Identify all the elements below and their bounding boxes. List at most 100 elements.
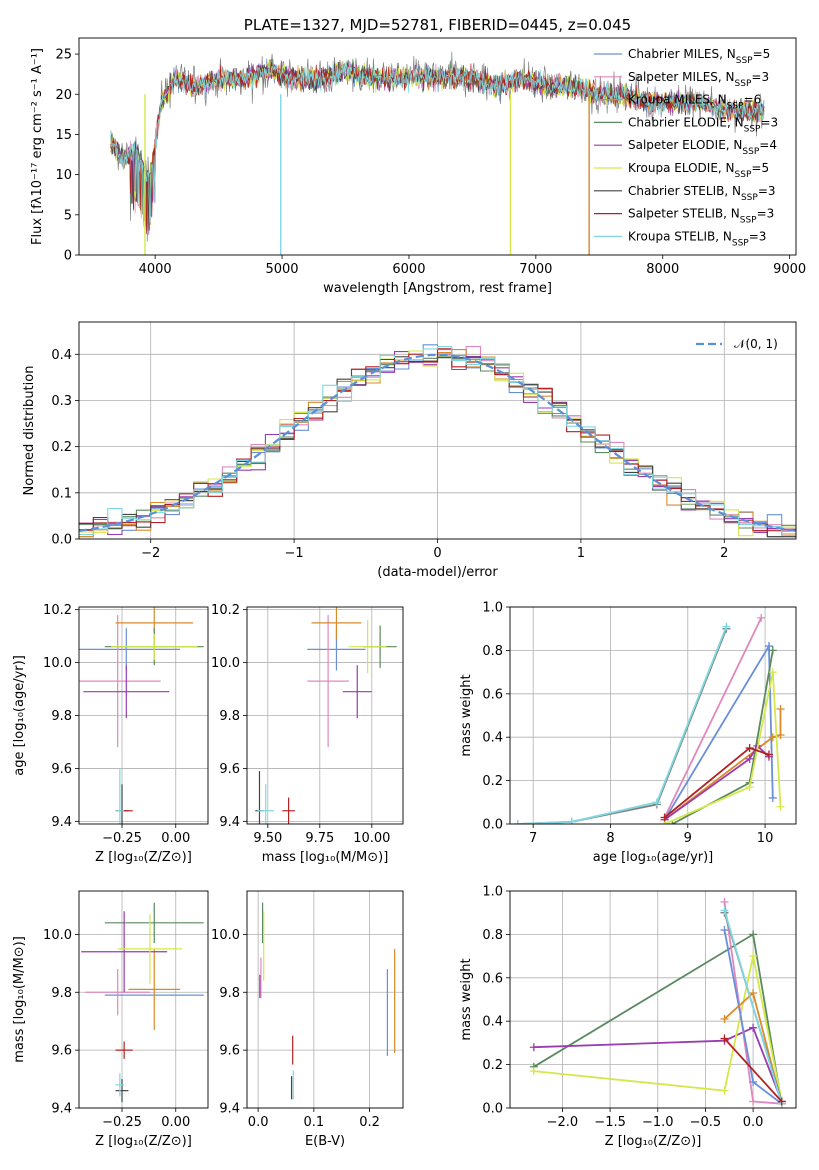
age-vs-Z-panel: −0.25 0.00 9.4 9.6 9.8 10.0 10.2 Z [log₁₀(Z/Z⊙)…: [12, 603, 209, 865]
axes-frame: [246, 890, 404, 1109]
y-tick-label: 1.0: [482, 885, 503, 900]
weight-series-line: [663, 617, 763, 818]
y-axis-label: Flux [fλ10⁻¹⁷ erg cm⁻² s⁻¹ A⁻¹]: [30, 48, 45, 245]
y-tick-label: 0.3: [51, 394, 72, 409]
x-tick-label: −1.0: [642, 1115, 674, 1130]
x-tick-label: −0.25: [102, 831, 142, 846]
y-tick-label: 0.1: [51, 486, 72, 501]
weight-vs-age-panel: 7 8 9 10 0.0 0.2 0.4 0.6 0.8 1.0 age [log₁₀(age/yr…: [459, 601, 797, 865]
weight-marker: [777, 1097, 786, 1106]
axes-frame: [509, 606, 797, 825]
errorbar-point: [115, 1073, 125, 1097]
y-tick-label: 0.2: [482, 1058, 503, 1073]
normal-curve: [79, 353, 796, 532]
weight-marker: [720, 926, 729, 935]
errorbar-point: [115, 1079, 129, 1103]
age-vs-mass-panel: 9.50 9.75 10.00 9.4 9.6 9.8 10.0 10.2 mass [log₁…: [211, 603, 404, 865]
weight-marker: [722, 622, 731, 631]
y-tick-label: 9.4: [51, 1102, 72, 1117]
x-tick-label: 9.50: [253, 831, 282, 846]
legend-entry: Salpeter MILES, NSSP=3: [628, 70, 769, 89]
legend-entry: Chabrier STELIB, NSSP=3: [628, 184, 776, 203]
weight-marker: [749, 1097, 758, 1106]
y-tick-label: 0.6: [482, 687, 503, 702]
weight-marker: [720, 1086, 729, 1095]
spectrum-legend: Chabrier MILES, NSSP=5 Salpeter MILES, NS…: [594, 47, 778, 248]
legend-entry: Chabrier MILES, NSSP=5: [628, 47, 770, 66]
x-axis-label: age [log₁₀(age/yr)]: [593, 850, 714, 865]
x-tick-label: 9: [684, 831, 692, 846]
y-tick-label: 9.6: [51, 762, 72, 777]
y-tick-label: 9.6: [219, 762, 240, 777]
weight-marker: [529, 1067, 538, 1076]
errorbar-point: [115, 1041, 133, 1059]
y-axis-label: mass weight: [459, 958, 474, 1040]
legend-entry: Salpeter ELODIE, NSSP=4: [628, 138, 777, 157]
weight-marker: [513, 820, 522, 824]
x-tick-label: 9000: [773, 262, 806, 277]
weight-marker: [776, 704, 785, 713]
mass-vs-Z-panel: −0.25 0.00 9.4 9.6 9.8 10.0 Z [log₁₀(Z/Z⊙)] mas…: [12, 890, 209, 1149]
weight-vs-Z-panel: −2.0 −1.5 −1.0 −0.5 0.0 0.0 0.2 0.4 0.6 0.8 1.0 Z […: [459, 885, 797, 1149]
y-tick-label: 10.2: [211, 603, 240, 618]
weight-series-line: [664, 744, 770, 821]
errorbar-point: [111, 633, 198, 660]
x-tick-label: 0.2: [359, 1115, 380, 1130]
y-tick-label: 0.2: [482, 774, 503, 789]
x-tick-label: 4000: [139, 262, 172, 277]
x-tick-label: −2: [141, 546, 160, 561]
x-axis-label: mass [log₁₀(M/M⊙)]: [262, 850, 389, 865]
weight-marker: [776, 802, 785, 811]
residual-histogram: [79, 348, 796, 532]
weight-series-line: [723, 1037, 783, 1103]
errorbar-point: [117, 914, 183, 984]
y-tick-label: 9.4: [51, 815, 72, 830]
x-tick-label: 10: [757, 831, 774, 846]
weight-marker: [776, 731, 785, 740]
weight-marker: [768, 646, 777, 655]
x-tick-label: −0.25: [102, 1115, 142, 1130]
weight-marker: [749, 1077, 758, 1086]
errorbar-point: [79, 614, 161, 748]
weight-marker: [764, 750, 773, 759]
x-tick-label: 0.0: [248, 1115, 269, 1130]
mass-vs-ebv-plot-area: [259, 902, 396, 1100]
x-tick-label: −2.0: [547, 1115, 579, 1130]
y-tick-label: 1.0: [482, 601, 503, 616]
weight-marker: [720, 1034, 729, 1043]
y-tick-label: 10.0: [211, 928, 240, 943]
spectrum-panel: 4000 5000 6000 7000 8000 9000 0 5 10 15 20 25 PLATE=…: [30, 16, 806, 296]
y-axis-label: Normed distribution: [22, 366, 37, 496]
y-tick-label: 15: [55, 128, 72, 143]
y-tick-label: 0.4: [482, 1015, 503, 1030]
y-tick-label: 10.0: [43, 656, 72, 671]
errorbar-point: [342, 665, 372, 719]
y-tick-label: 5: [64, 208, 72, 223]
x-axis-label: (data-model)/error: [377, 565, 498, 580]
weight-marker: [720, 1015, 729, 1024]
x-tick-label: 0: [433, 546, 441, 561]
x-tick-label: 9.75: [305, 831, 334, 846]
weight-marker: [652, 798, 661, 807]
weight-series-line: [517, 626, 728, 824]
y-tick-label: 10.0: [43, 928, 72, 943]
residual-legend: 𝒩(0, 1): [696, 337, 778, 351]
x-tick-label: 7: [529, 831, 537, 846]
mass-vs-ebv-panel: 0.0 0.1 0.2 9.4 9.6 9.8 10.0 E(B-V): [211, 890, 404, 1149]
residual-histogram: [79, 346, 796, 537]
x-axis-label: Z [log₁₀(Z/Z⊙)]: [95, 850, 192, 865]
weight-marker: [567, 817, 576, 824]
y-axis-label: mass [log₁₀(M/M⊙)]: [12, 936, 27, 1063]
weight-marker: [749, 1023, 758, 1032]
errorbar-point: [348, 620, 387, 674]
residuals-panel: −2 −1 0 1 2 0.0 0.1 0.2 0.3 0.4 𝒩(0, 1) (data-model…: [22, 321, 797, 580]
y-tick-label: 0.8: [482, 644, 503, 659]
weight-marker: [745, 783, 754, 792]
y-tick-label: 10.2: [43, 603, 72, 618]
age-vs-Z-plot-area: [79, 607, 204, 824]
spectrum-plot-area: [110, 51, 765, 255]
y-tick-label: 10.0: [211, 656, 240, 671]
x-axis-label: E(B-V): [305, 1134, 345, 1149]
x-tick-label: 0.00: [161, 831, 190, 846]
